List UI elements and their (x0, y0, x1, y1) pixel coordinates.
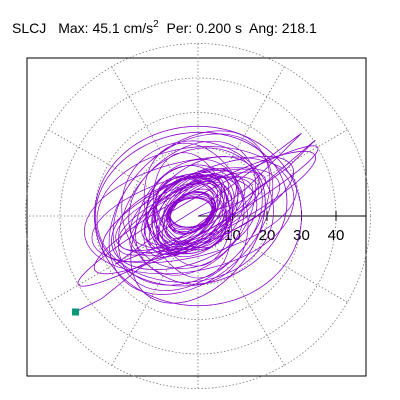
max-unit: cm/s (123, 20, 154, 36)
radial-tick-label-30: 30 (293, 227, 310, 244)
trace-loop-4 (94, 125, 302, 307)
period-value: 0.200 s (196, 20, 243, 36)
period-label: Per: (166, 20, 193, 36)
plot-header: SLCJ Max: 45.1 cm/s2 Per: 0.200 s Ang: 21… (12, 16, 317, 37)
grid-spoke-120 (111, 66, 182, 187)
radial-tick-label-40: 40 (328, 227, 345, 244)
station-code: SLCJ (12, 20, 47, 36)
trace-loop-3 (94, 131, 288, 287)
angle-value: 218.1 (281, 20, 317, 36)
trace-tail (75, 132, 316, 313)
max-unit-power: 2 (153, 19, 159, 30)
trace-loop-6 (111, 175, 258, 271)
end-marker-group (72, 308, 80, 316)
trace-loop-2 (102, 155, 294, 263)
plot-frame (26, 57, 367, 377)
angle-label: Ang: (249, 20, 278, 36)
max-label: Max: (58, 20, 89, 36)
trace-loop-0 (77, 145, 319, 287)
max-value: 45.1 (92, 20, 120, 36)
motion-trace (75, 125, 319, 313)
max-point-marker (72, 308, 80, 316)
trace-loop-5 (130, 155, 266, 304)
